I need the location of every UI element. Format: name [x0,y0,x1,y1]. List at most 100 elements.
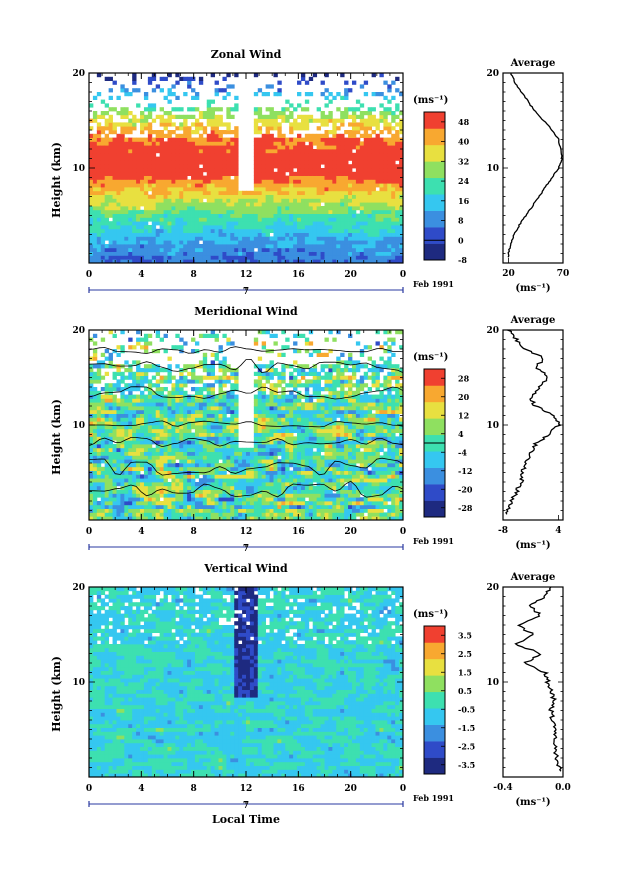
heatmap-cell [183,516,188,520]
heatmap-cell [257,512,263,517]
heatmap-cell [167,160,172,165]
heatmap-cell [128,466,133,471]
heatmap-cell [136,171,141,176]
heatmap-cell [249,474,255,479]
heatmap-cell [100,482,106,487]
heatmap-cell [191,168,196,173]
heatmap-cell [108,244,113,249]
heatmap-cell [120,516,125,520]
heatmap-cell [344,152,349,157]
heatmap-cell [230,84,235,89]
heatmap-cell [183,463,188,468]
heatmap-cell [104,444,110,449]
heatmap-cell [210,240,216,245]
heatmap-cell [210,164,216,169]
heatmap-cell [214,466,219,471]
heatmap-cell [206,417,212,422]
heatmap-cell [198,217,204,222]
heatmap-cell [194,406,200,411]
heatmap-cell [198,432,204,437]
heatmap-cell [159,171,164,176]
heatmap-cell [210,333,216,338]
heatmap-cell [371,152,376,157]
heatmap-cell [238,463,243,468]
heatmap-cell [151,364,157,369]
heatmap-cell [210,198,216,203]
heatmap-cell [242,259,247,263]
heatmap-cell [253,152,259,157]
heatmap-cell [206,406,212,411]
heatmap-cell [234,463,239,468]
heatmap-cell [249,466,255,471]
heatmap-cell [379,240,384,245]
heatmap-cell [222,255,227,260]
heatmap-cell [351,145,357,150]
heatmap-cell [104,497,110,502]
heatmap-cell [391,160,396,165]
heatmap-cell [96,217,102,222]
heatmap-cell [336,221,341,226]
heatmap-cell [92,421,98,426]
heatmap-cell [116,402,121,407]
heatmap-cell [371,240,376,245]
heatmap-cell [297,137,302,142]
heatmap-cell [171,478,176,483]
heatmap-cell [175,240,180,245]
heatmap-cell [210,141,216,146]
heatmap-cell [159,459,164,464]
heatmap-cell [198,236,204,241]
heatmap-cell [253,175,259,180]
heatmap-cell [253,244,259,249]
heatmap-cell [104,451,110,456]
heatmap-cell [183,259,188,263]
heatmap-cell [104,164,110,169]
heatmap-cell [171,474,176,479]
heatmap-cell [96,251,102,256]
heatmap-cell [328,175,333,180]
heatmap-cell [332,209,337,214]
heatmap-cell [143,501,149,506]
heatmap-cell [151,413,157,418]
heatmap-cell [151,247,157,252]
heatmap-cell [89,425,94,430]
heatmap-cell [167,447,172,452]
heatmap-cell [120,194,125,199]
heatmap-cell [143,114,149,119]
heatmap-cell [198,447,204,452]
heatmap-cell [355,247,361,252]
heatmap-cell [116,428,121,433]
heatmap-cell [218,202,223,207]
heatmap-cell [387,171,392,176]
heatmap-cell [242,463,247,468]
heatmap-cell [112,168,117,173]
heatmap-cell [210,255,216,260]
heatmap-cell [218,160,223,165]
heatmap-cell [355,190,361,195]
heatmap-cell [257,482,263,487]
heatmap-cell [230,409,235,414]
heatmap-cell [249,244,255,249]
heatmap-cell [202,187,208,192]
heatmap-cell [159,221,164,226]
heatmap-cell [293,152,298,157]
heatmap-cell [171,164,176,169]
heatmap-cell [379,141,384,146]
heatmap-cell [187,444,192,449]
heatmap-cell [116,145,121,150]
heatmap-cell [120,349,125,354]
heatmap-cell [108,466,113,471]
heatmap-cell [198,425,204,430]
heatmap-cell [100,447,106,452]
heatmap-cell [293,247,298,252]
y-axis-label: Height (km) [50,142,63,218]
heatmap-cell [132,251,137,256]
heatmap-cell [391,247,396,252]
heatmap-cell [218,482,223,487]
heatmap-cell [132,451,137,456]
heatmap-cell [242,247,247,252]
heatmap-cell [210,236,216,241]
heatmap-cell [136,504,141,509]
heatmap-cell [136,228,141,233]
heatmap-cell [100,428,106,433]
heatmap-cell [336,194,341,199]
